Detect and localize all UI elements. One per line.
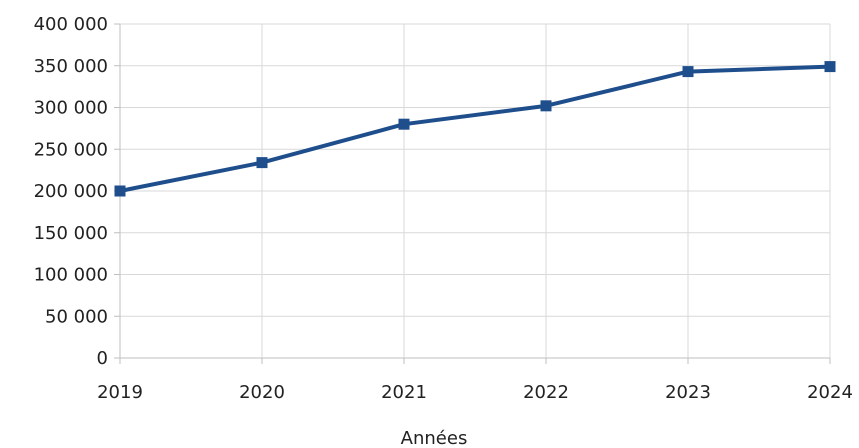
y-tick-label: 250 000 xyxy=(34,139,108,160)
y-tick-label: 200 000 xyxy=(34,181,108,202)
data-point-marker xyxy=(682,66,694,78)
data-point-marker xyxy=(540,100,552,112)
x-tick-labels: 2019 2020 2021 2022 2023 2024 xyxy=(97,382,853,403)
y-tick-label: 0 xyxy=(97,348,108,369)
y-tick-label: 400 000 xyxy=(34,14,108,35)
y-tick-label: 100 000 xyxy=(34,265,108,286)
data-point-marker xyxy=(256,157,268,169)
x-tick-label: 2023 xyxy=(665,382,711,403)
data-point-marker xyxy=(114,185,126,197)
y-tick-labels: 0 50 000 100 000 150 000 200 000 250 000 300 0… xyxy=(34,14,108,369)
axes xyxy=(114,23,831,364)
series-line xyxy=(118,64,832,193)
y-tick-label: 350 000 xyxy=(34,56,108,77)
x-tick-label: 2024 xyxy=(807,382,853,403)
x-tick-label: 2019 xyxy=(97,382,143,403)
y-tick-label: 50 000 xyxy=(45,306,108,327)
x-axis-title: Années xyxy=(401,428,468,448)
series-group xyxy=(114,61,836,197)
x-tick-label: 2020 xyxy=(239,382,285,403)
y-tick-label: 300 000 xyxy=(34,98,108,119)
x-tick-label: 2021 xyxy=(381,382,427,403)
x-tick-label: 2022 xyxy=(523,382,569,403)
gridlines xyxy=(120,23,831,358)
y-tick-label: 150 000 xyxy=(34,223,108,244)
data-point-marker xyxy=(824,61,836,73)
data-point-marker xyxy=(398,118,410,130)
